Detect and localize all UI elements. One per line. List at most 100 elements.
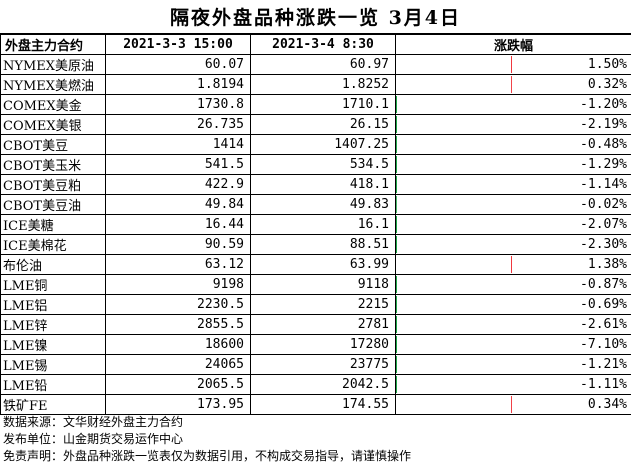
curr-price: 16.1 (250, 214, 396, 235)
change-bar-cell (395, 234, 512, 255)
change-bar-down (396, 136, 397, 153)
contract-name: LME铝 (0, 294, 106, 315)
contract-name: LME铅 (0, 374, 106, 395)
change-bar-down (396, 336, 397, 353)
footer-publisher: 发布单位：山金期货交易运作中心 (3, 432, 184, 446)
change-bar-cell (395, 54, 512, 75)
change-percent: -1.29% (511, 154, 631, 175)
change-bar-down (396, 296, 397, 313)
contract-name: LME锡 (0, 354, 106, 375)
curr-price: 1.8252 (250, 74, 396, 95)
header-prev-time: 2021-3-3 15:00 (105, 34, 251, 55)
contract-name: ICE美糖 (0, 214, 106, 235)
change-percent: -2.61% (511, 314, 631, 335)
change-bar-cell (395, 354, 512, 375)
table-row: LME镍 18600 17280 -7.10% (0, 334, 631, 355)
prev-price: 2230.5 (105, 294, 251, 315)
prev-price: 9198 (105, 274, 251, 295)
change-bar-down (396, 156, 397, 173)
table-row: COMEX美银 26.735 26.15 -2.19% (0, 114, 631, 135)
table-row: CBOT美豆粕 422.9 418.1 -1.14% (0, 174, 631, 195)
change-bar-down (396, 376, 397, 393)
contract-name: LME锌 (0, 314, 106, 335)
change-bar-cell (395, 294, 512, 315)
contract-name: NYMEX美燃油 (0, 74, 106, 95)
prev-price: 1414 (105, 134, 251, 155)
table-row: CBOT美豆油 49.84 49.83 -0.02% (0, 194, 631, 215)
change-bar-cell (395, 134, 512, 155)
curr-price: 49.83 (250, 194, 396, 215)
contract-name: LME镍 (0, 334, 106, 355)
header-contract: 外盘主力合约 (0, 34, 106, 55)
table-row: ICE美棉花 90.59 88.51 -2.30% (0, 234, 631, 255)
contract-name: NYMEX美原油 (0, 54, 106, 75)
change-bar-down (396, 116, 397, 133)
change-bar-down (396, 96, 397, 113)
price-table: 外盘主力合约 2021-3-3 15:00 2021-3-4 8:30 涨跌幅 … (0, 34, 631, 415)
curr-price: 9118 (250, 274, 396, 295)
change-percent: -0.02% (511, 194, 631, 215)
table-row: COMEX美金 1730.8 1710.1 -1.20% (0, 94, 631, 115)
contract-name: CBOT美豆粕 (0, 174, 106, 195)
table-row: ICE美糖 16.44 16.1 -2.07% (0, 214, 631, 235)
contract-name: COMEX美银 (0, 114, 106, 135)
curr-price: 2781 (250, 314, 396, 335)
curr-price: 88.51 (250, 234, 396, 255)
change-bar-cell (395, 154, 512, 175)
contract-name: CBOT美玉米 (0, 154, 106, 175)
table-row: LME锡 24065 23775 -1.21% (0, 354, 631, 375)
change-percent: -0.87% (511, 274, 631, 295)
contract-name: 铁矿FE (0, 394, 106, 415)
change-bar-cell (395, 174, 512, 195)
prev-price: 90.59 (105, 234, 251, 255)
change-percent: -1.20% (511, 94, 631, 115)
curr-price: 1407.25 (250, 134, 396, 155)
change-percent: -2.07% (511, 214, 631, 235)
prev-price: 541.5 (105, 154, 251, 175)
header-curr-time: 2021-3-4 8:30 (250, 34, 396, 55)
change-bar-up (511, 396, 512, 413)
change-bar-up (511, 56, 512, 73)
curr-price: 2042.5 (250, 374, 396, 395)
table-row: LME铅 2065.5 2042.5 -1.11% (0, 374, 631, 395)
curr-price: 17280 (250, 334, 396, 355)
table-row: LME铝 2230.5 2215 -0.69% (0, 294, 631, 315)
change-bar-down (396, 356, 397, 373)
prev-price: 422.9 (105, 174, 251, 195)
change-percent: -1.11% (511, 374, 631, 395)
footer-disclaimer: 免责声明：外盘品种涨跌一览表仅为数据引用，不构成交易指导，请谨慎操作 (3, 449, 412, 463)
curr-price: 26.15 (250, 114, 396, 135)
contract-name: 布伦油 (0, 254, 106, 275)
prev-price: 49.84 (105, 194, 251, 215)
change-percent: -7.10% (511, 334, 631, 355)
curr-price: 534.5 (250, 154, 396, 175)
prev-price: 63.12 (105, 254, 251, 275)
change-bar-down (396, 196, 397, 213)
change-percent: 1.38% (511, 254, 631, 275)
prev-price: 1730.8 (105, 94, 251, 115)
change-bar-cell (395, 334, 512, 355)
prev-price: 16.44 (105, 214, 251, 235)
prev-price: 2065.5 (105, 374, 251, 395)
curr-price: 174.55 (250, 394, 396, 415)
table-row: CBOT美玉米 541.5 534.5 -1.29% (0, 154, 631, 175)
header-change: 涨跌幅 (394, 34, 631, 55)
change-bar-cell (395, 114, 512, 135)
change-bar-cell (395, 394, 512, 415)
table-row: LME锌 2855.5 2781 -2.61% (0, 314, 631, 335)
change-bar-down (396, 236, 397, 253)
table-row: NYMEX美原油 60.07 60.97 1.50% (0, 54, 631, 75)
change-bar-cell (395, 274, 512, 295)
curr-price: 2215 (250, 294, 396, 315)
contract-name: CBOT美豆 (0, 134, 106, 155)
contract-name: ICE美棉花 (0, 234, 106, 255)
prev-price: 60.07 (105, 54, 251, 75)
change-bar-cell (395, 254, 512, 275)
curr-price: 60.97 (250, 54, 396, 75)
table-row: NYMEX美燃油 1.8194 1.8252 0.32% (0, 74, 631, 95)
change-percent: -2.19% (511, 114, 631, 135)
table-row: LME铜 9198 9118 -0.87% (0, 274, 631, 295)
change-bar-up (511, 76, 512, 93)
prev-price: 2855.5 (105, 314, 251, 335)
curr-price: 63.99 (250, 254, 396, 275)
